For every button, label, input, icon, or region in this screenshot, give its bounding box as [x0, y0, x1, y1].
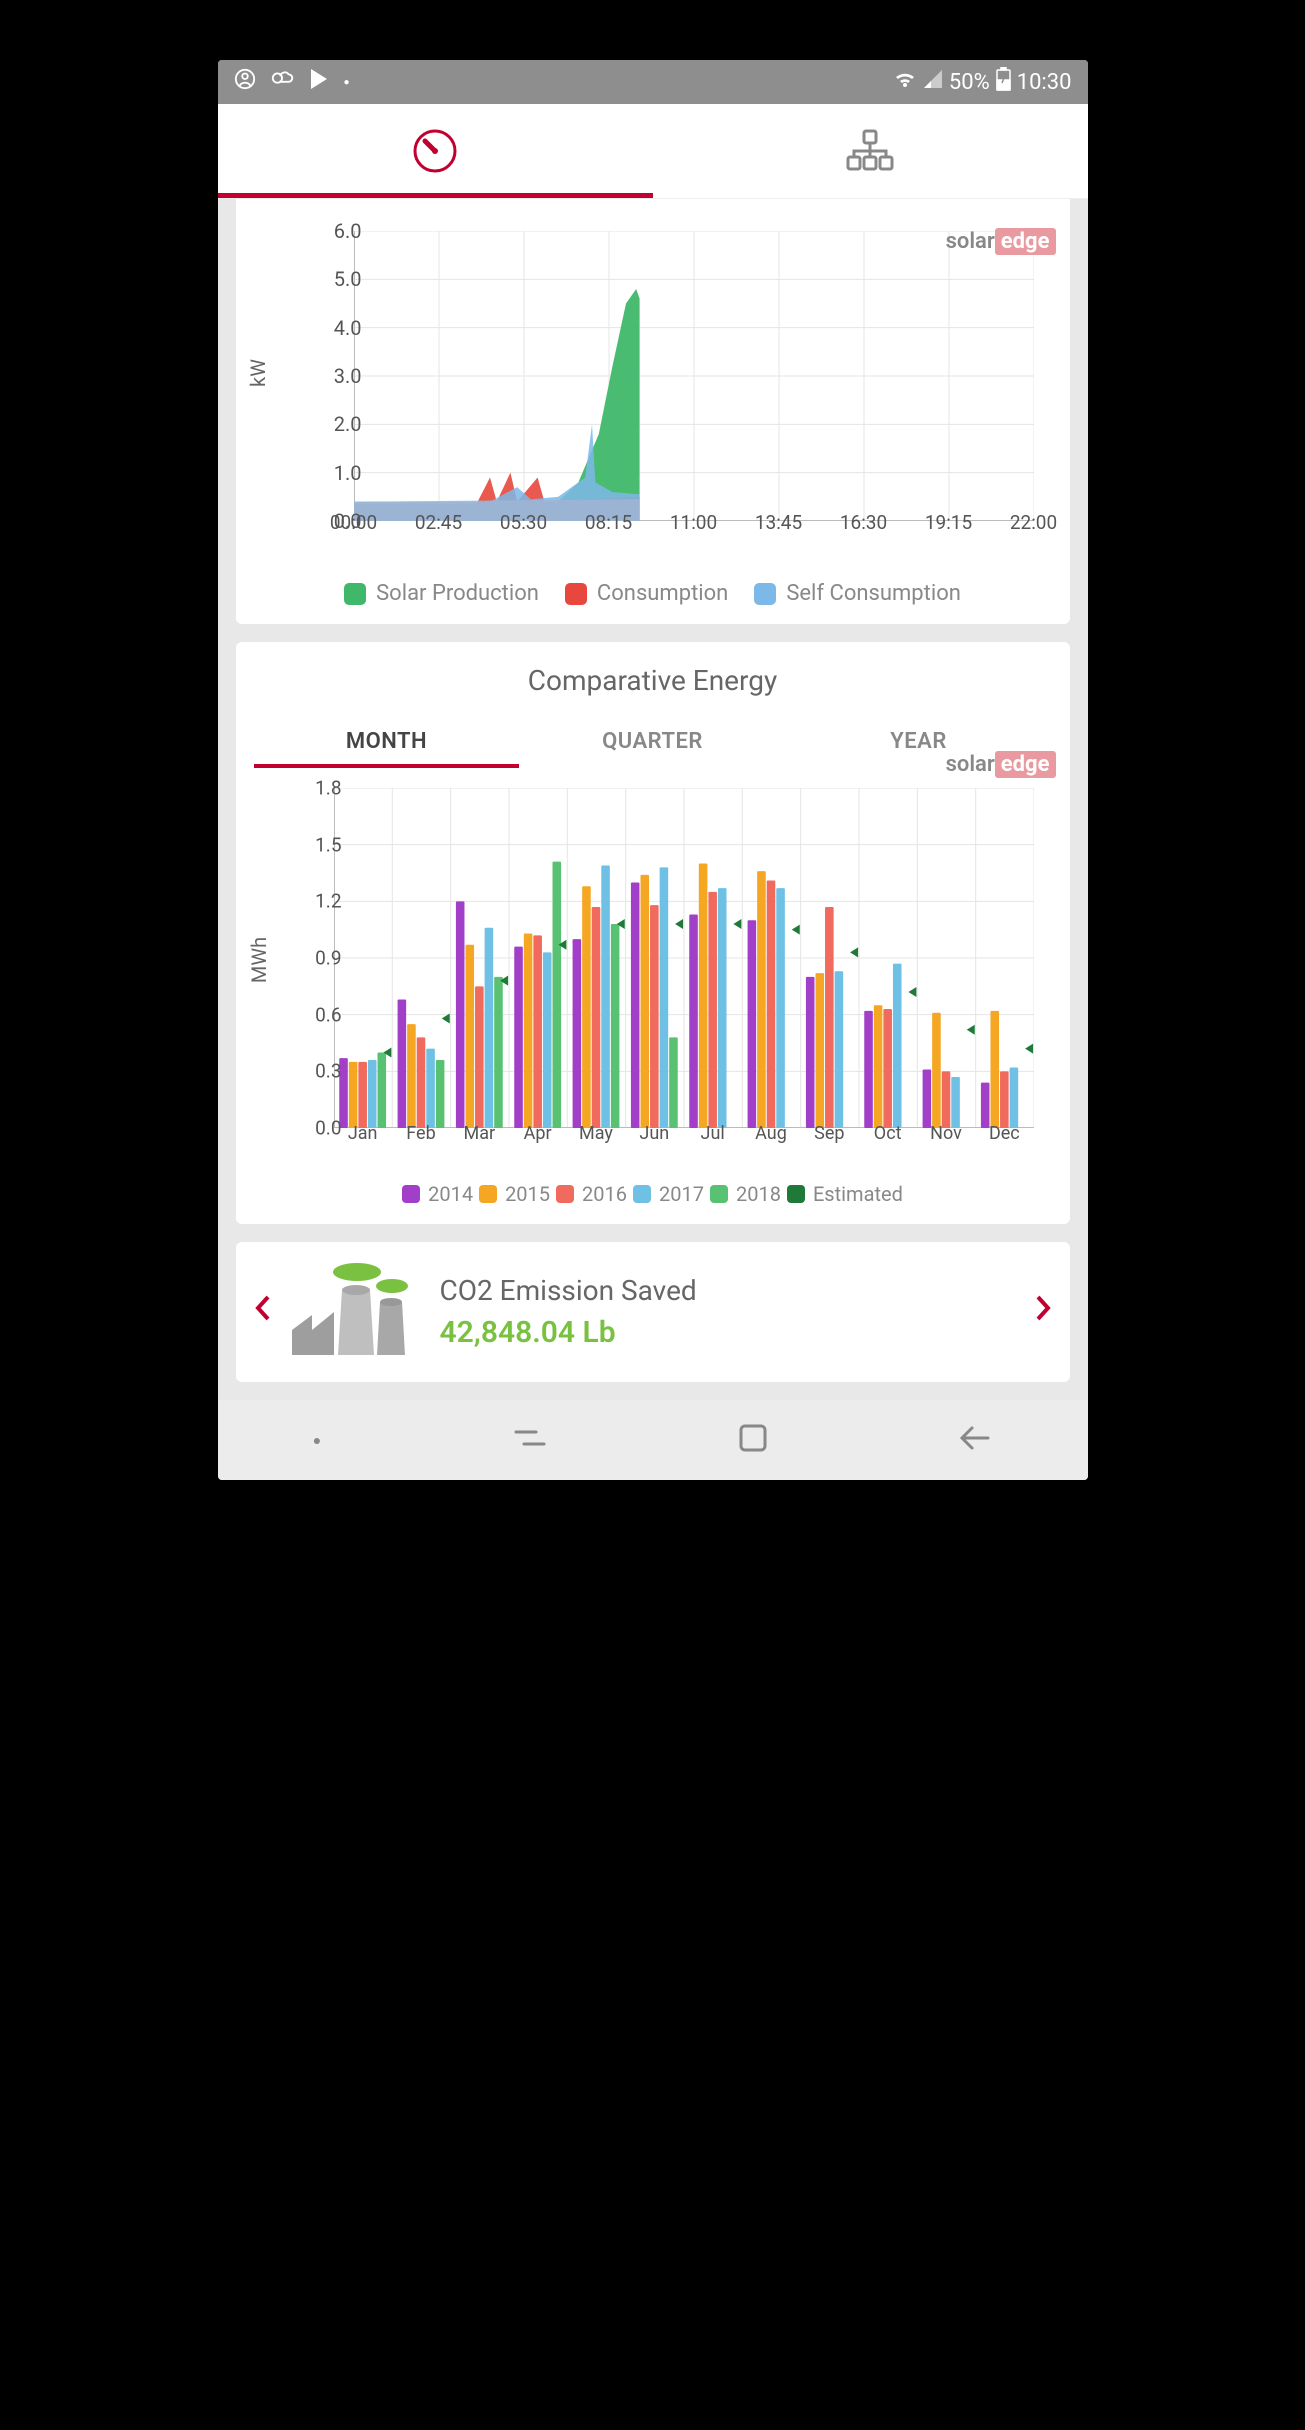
- co2-stat-card: CO2 Emission Saved 42,848.04 Lb: [236, 1242, 1070, 1382]
- power-chart[interactable]: [354, 231, 1034, 521]
- chart1-ytick: 5.0: [334, 267, 362, 291]
- clock-time: 10:30: [1017, 70, 1072, 95]
- nav-dot: ●: [313, 1432, 321, 1449]
- comparative-chart[interactable]: [334, 788, 1034, 1128]
- chart1-ytick: 1.0: [334, 461, 362, 485]
- tab-layout[interactable]: [653, 104, 1088, 198]
- chart1-xtick: 00:00: [330, 511, 377, 534]
- chart1-ylabel: kW: [245, 359, 269, 387]
- chart1-xtick: 13:45: [755, 511, 802, 534]
- wifi-icon: [893, 69, 917, 95]
- stat-next-arrow[interactable]: [1032, 1292, 1052, 1332]
- time-tab-quarter[interactable]: QUARTER: [520, 715, 786, 768]
- chart1-ytick: 2.0: [334, 412, 362, 436]
- battery-percent: 50%: [949, 70, 990, 95]
- brand-logo: solaredge: [946, 752, 1056, 777]
- tab-dashboard[interactable]: [218, 104, 653, 198]
- chart1-ytick: 6.0: [334, 219, 362, 243]
- legend-item[interactable]: 2017: [633, 1182, 704, 1206]
- dot-icon: ●: [344, 77, 350, 88]
- chart2-ytick: 0.0: [315, 1117, 341, 1140]
- chart2-ytick: 0.9: [315, 947, 341, 970]
- time-tab-indicator: [254, 764, 520, 768]
- chart1-xtick: 02:45: [415, 511, 462, 534]
- chart2-xtick: Aug: [755, 1123, 787, 1144]
- chart1-xtick: 19:15: [925, 511, 972, 534]
- chart2-xtick: Jan: [348, 1123, 378, 1144]
- chart1-legend: Solar Production Consumption Self Consumpt…: [254, 581, 1052, 606]
- stat-value: 42,848.04 Lb: [440, 1315, 697, 1350]
- chart1-xtick: 16:30: [840, 511, 887, 534]
- chart2-legend: 20142015201620172018Estimated: [254, 1182, 1052, 1206]
- stat-title: CO2 Emission Saved: [440, 1274, 697, 1307]
- nav-recents-button[interactable]: [512, 1424, 548, 1456]
- power-chart-card: solaredge kW 0.01.02.03.04.05.06.0 00:00…: [236, 199, 1070, 624]
- chart1-xtick: 05:30: [500, 511, 547, 534]
- android-nav-bar: ●: [218, 1400, 1088, 1480]
- chart2-xtick: Apr: [524, 1123, 552, 1144]
- chart2-xtick: Oct: [874, 1123, 902, 1144]
- signal-icon: [923, 69, 943, 95]
- chart2-xtick: Dec: [989, 1123, 1020, 1144]
- brand-logo: solaredge: [946, 229, 1056, 254]
- chart1-ytick: 4.0: [334, 316, 362, 340]
- chart2-xtick: Sep: [814, 1123, 844, 1144]
- weather-icon: [270, 68, 296, 96]
- time-tab-month[interactable]: MONTH: [254, 715, 520, 768]
- profile-icon: [234, 68, 256, 96]
- play-store-icon: [310, 68, 330, 96]
- legend-item[interactable]: Estimated: [787, 1182, 903, 1206]
- chart2-xtick: Feb: [406, 1123, 435, 1144]
- chart2-ytick: 1.8: [315, 777, 341, 800]
- chart2-ytick: 1.5: [315, 833, 341, 856]
- nav-home-button[interactable]: [738, 1423, 768, 1457]
- chart2-ytick: 0.6: [315, 1003, 341, 1026]
- chart2-xtick: Nov: [930, 1123, 962, 1144]
- legend-item[interactable]: 2016: [556, 1182, 627, 1206]
- legend-item[interactable]: 2018: [710, 1182, 781, 1206]
- chart2-xtick: May: [579, 1123, 613, 1144]
- battery-icon: [996, 67, 1011, 97]
- chart1-xtick: 08:15: [585, 511, 632, 534]
- factory-icon: [292, 1260, 422, 1364]
- legend-item[interactable]: Consumption: [565, 581, 728, 606]
- chart2-xtick: Jun: [639, 1123, 669, 1144]
- legend-item[interactable]: Self Consumption: [754, 581, 961, 606]
- legend-item[interactable]: Solar Production: [344, 581, 539, 606]
- legend-item[interactable]: 2015: [479, 1182, 550, 1206]
- chart1-ytick: 3.0: [334, 364, 362, 388]
- legend-item[interactable]: 2014: [402, 1182, 473, 1206]
- status-bar: ● 50% 10:30: [218, 60, 1088, 104]
- time-range-tabs: MONTHQUARTERYEAR: [254, 715, 1052, 768]
- chart2-ytick: 1.2: [315, 890, 341, 913]
- cut-header: [254, 199, 1052, 211]
- comparative-card: Comparative Energy MONTHQUARTERYEAR sola…: [236, 642, 1070, 1224]
- chart2-xtick: Jul: [701, 1123, 725, 1144]
- chart2-xtick: Mar: [464, 1123, 496, 1144]
- chart2-ylabel: MWh: [247, 937, 271, 983]
- comparative-title: Comparative Energy: [254, 656, 1052, 715]
- nav-back-button[interactable]: [958, 1424, 992, 1456]
- top-tab-bar: [218, 104, 1088, 199]
- stat-prev-arrow[interactable]: [254, 1292, 274, 1332]
- chart2-ytick: 0.3: [315, 1060, 341, 1083]
- tab-indicator: [218, 193, 653, 198]
- chart1-xtick: 22:00: [1010, 511, 1057, 534]
- chart1-xtick: 11:00: [670, 511, 717, 534]
